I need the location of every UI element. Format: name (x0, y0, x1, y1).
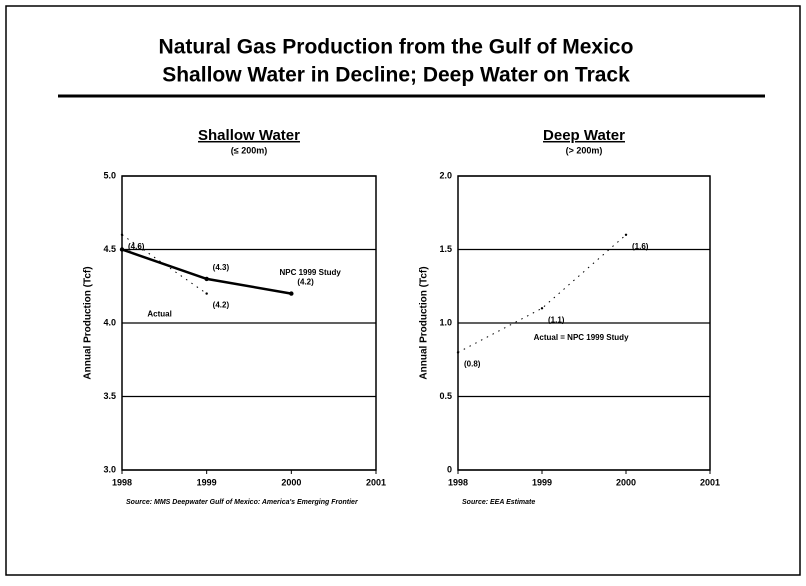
chart-subtitle: (> 200m) (566, 145, 603, 155)
data-point (119, 247, 125, 252)
data-label: (1.1) (548, 315, 565, 324)
slide-frame (5, 5, 801, 576)
y-tick-label: 1.5 (439, 244, 452, 254)
data-point (624, 233, 628, 236)
y-tick-label: 1.0 (439, 317, 452, 327)
source-note: Source: MMS Deepwater Gulf of Mexico: Am… (126, 499, 359, 506)
chart-title: Deep Water (543, 127, 625, 144)
y-tick-label: 4.5 (103, 244, 116, 254)
data-point (289, 291, 294, 296)
y-tick-label: 2.0 (439, 170, 452, 180)
series-name: NPC 1999 Study (279, 268, 341, 277)
data-point (456, 351, 460, 354)
series-name: Actual = NPC 1999 Study (534, 333, 629, 342)
series-line (121, 234, 207, 295)
data-label: (0.8) (464, 360, 481, 369)
slide-title-line: Shallow Water in Decline; Deep Water on … (162, 64, 630, 87)
y-axis-label: Annual Production (Tcf) (419, 266, 430, 379)
x-tick-label: 2000 (281, 477, 301, 487)
data-label: (1.6) (632, 242, 649, 251)
x-tick-label: 1998 (112, 477, 132, 487)
y-tick-label: 0 (447, 464, 452, 474)
chart-title: Shallow Water (198, 127, 300, 144)
slide-title-line: Natural Gas Production from the Gulf of … (159, 36, 634, 59)
x-tick-label: 2000 (616, 477, 636, 487)
data-label: (4.6) (128, 242, 145, 251)
y-tick-label: 0.5 (439, 391, 452, 401)
data-point (540, 307, 544, 310)
chart-subtitle: (≤ 200m) (231, 145, 267, 155)
data-label: (4.3) (213, 263, 230, 272)
series-name: Actual (147, 309, 171, 318)
y-tick-label: 3.0 (103, 464, 116, 474)
y-tick-label: 3.5 (103, 391, 116, 401)
x-tick-label: 2001 (366, 477, 386, 487)
data-label: (4.2) (297, 278, 314, 287)
x-tick-label: 2001 (700, 477, 720, 487)
data-point (205, 292, 208, 295)
data-point (120, 233, 124, 236)
data-label: (4.2) (213, 301, 230, 310)
source-note: Source: EEA Estimate (462, 499, 535, 506)
x-tick-label: 1998 (448, 477, 468, 487)
data-point (204, 276, 209, 282)
y-tick-label: 4.0 (103, 317, 116, 327)
x-tick-label: 1999 (532, 477, 552, 487)
y-tick-label: 5.0 (103, 170, 116, 180)
series-line (457, 234, 627, 353)
y-axis-label: Annual Production (Tcf) (83, 266, 94, 379)
x-tick-label: 1999 (197, 477, 217, 487)
